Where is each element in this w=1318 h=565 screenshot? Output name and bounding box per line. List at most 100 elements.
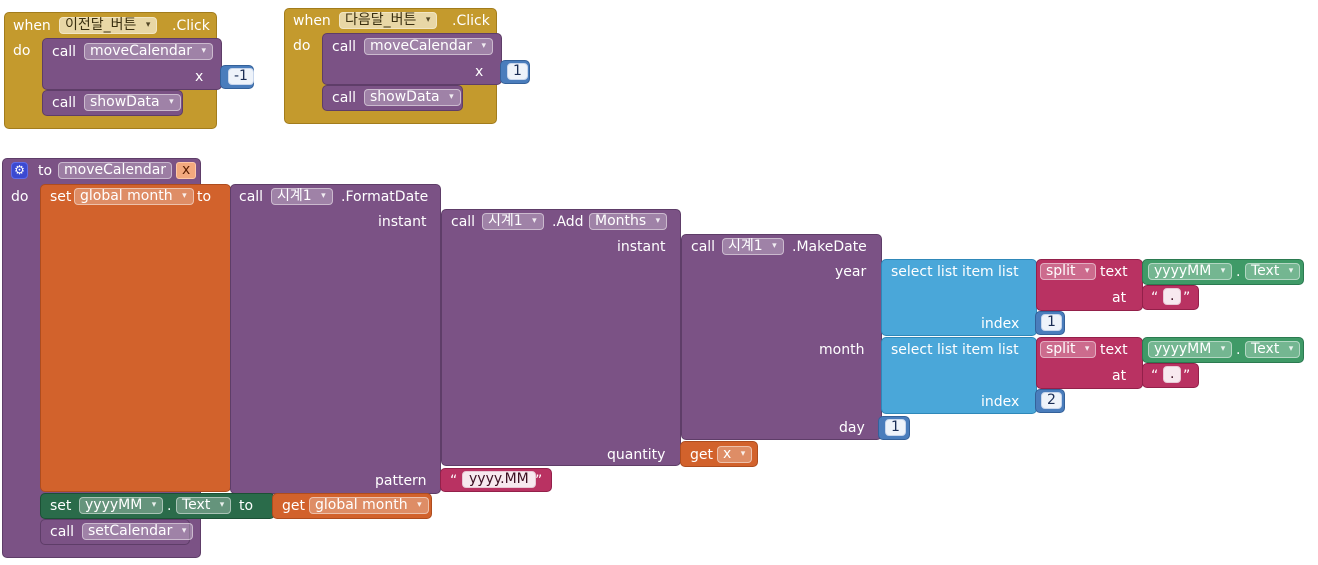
- component-text-getter-block[interactable]: [1142, 259, 1304, 285]
- component-dropdown[interactable]: 다음달_버튼 ▾: [339, 12, 438, 29]
- add-months-block[interactable]: [441, 209, 681, 466]
- property-dropdown[interactable]: Text ▾: [176, 497, 232, 514]
- quote-open: “: [1151, 368, 1159, 384]
- procedure-dropdown[interactable]: showData ▾: [364, 89, 461, 106]
- number-field[interactable]: 1: [1041, 314, 1062, 331]
- procedure-dropdown[interactable]: setCalendar ▾: [82, 523, 194, 540]
- call-label: call: [239, 189, 264, 205]
- pattern-text-field[interactable]: yyyy.MM: [462, 471, 536, 488]
- separator-text-field[interactable]: .: [1163, 288, 1182, 305]
- gear-icon[interactable]: ⚙: [11, 162, 28, 179]
- procedure-name-field[interactable]: moveCalendar: [58, 162, 173, 179]
- component-dropdown[interactable]: 이전달_버튼 ▾: [59, 17, 158, 34]
- do-label: do: [11, 189, 29, 205]
- set-label: set: [50, 189, 72, 205]
- instant-label: instant: [378, 214, 427, 230]
- call-set-calendar-block[interactable]: [40, 519, 190, 545]
- chevron-down-icon: ▾: [1220, 344, 1226, 354]
- variable-dropdown[interactable]: global month ▾: [74, 188, 194, 205]
- procedure-dropdown[interactable]: moveCalendar ▾: [84, 43, 214, 60]
- number-field[interactable]: 2: [1041, 392, 1062, 409]
- split-dropdown[interactable]: split ▾: [1040, 263, 1097, 280]
- method-name: .Add: [552, 214, 584, 230]
- call-label: call: [691, 239, 716, 255]
- procedure-dropdown[interactable]: moveCalendar ▾: [364, 38, 494, 55]
- chevron-down-icon: ▾: [321, 191, 326, 201]
- call-move-calendar-block[interactable]: [42, 38, 222, 90]
- day-label: day: [839, 420, 865, 436]
- select-list-item-block[interactable]: [881, 337, 1037, 414]
- component-dropdown[interactable]: yyyyMM ▾: [79, 497, 164, 514]
- chevron-down-icon: ▾: [740, 449, 746, 459]
- split-text-block[interactable]: [1036, 259, 1143, 311]
- arg-label: x: [195, 69, 204, 85]
- component-dropdown[interactable]: 시계1 ▾: [271, 188, 333, 205]
- index-label: index: [981, 394, 1020, 410]
- call-show-data-block[interactable]: [322, 85, 463, 111]
- call-label: call: [52, 44, 77, 60]
- number-field[interactable]: 1: [885, 419, 906, 436]
- call-label: call: [52, 95, 77, 111]
- call-move-calendar-block[interactable]: [322, 33, 502, 85]
- chevron-down-icon: ▾: [151, 500, 157, 510]
- chevron-down-icon: ▾: [481, 41, 487, 51]
- quote-close: ”: [1183, 290, 1191, 306]
- chevron-down-icon: ▾: [201, 46, 207, 56]
- component-dropdown[interactable]: yyyyMM ▾: [1148, 263, 1233, 280]
- separator-text-field[interactable]: .: [1163, 366, 1182, 383]
- index-label: index: [981, 316, 1020, 332]
- to-label: to: [239, 498, 254, 514]
- event-name: .Click: [172, 18, 210, 34]
- component-dropdown[interactable]: 시계1 ▾: [482, 213, 544, 230]
- parameter-x[interactable]: x: [176, 162, 197, 179]
- month-label: month: [819, 342, 865, 358]
- number-field[interactable]: -1: [228, 68, 254, 85]
- chevron-down-icon: ▾: [449, 92, 454, 102]
- call-show-data-block[interactable]: [42, 90, 183, 116]
- chevron-down-icon: ▾: [772, 241, 777, 251]
- list-label: list: [998, 342, 1019, 358]
- select-label: select list item: [891, 342, 994, 358]
- chevron-down-icon: ▾: [181, 526, 187, 536]
- get-label: get: [282, 498, 305, 514]
- do-label: do: [13, 43, 31, 59]
- component-dropdown[interactable]: yyyyMM ▾: [1148, 341, 1233, 358]
- set-global-month-block[interactable]: [40, 184, 231, 492]
- split-text-block[interactable]: [1036, 337, 1143, 389]
- to-label: to: [197, 189, 212, 205]
- method-name: .MakeDate: [792, 239, 867, 255]
- text-label: text: [1100, 342, 1128, 358]
- chevron-down-icon: ▾: [1084, 344, 1090, 354]
- chevron-down-icon: ▾: [219, 500, 225, 510]
- make-date-block[interactable]: [681, 234, 882, 440]
- chevron-down-icon: ▾: [532, 216, 537, 226]
- quantity-label: quantity: [607, 447, 666, 463]
- call-label: call: [451, 214, 476, 230]
- method-name: .FormatDate: [341, 189, 429, 205]
- component-text-getter-block[interactable]: [1142, 337, 1304, 363]
- property-dropdown[interactable]: Text ▾: [1245, 341, 1301, 358]
- chevron-down-icon: ▾: [145, 20, 151, 30]
- quote-open: “: [450, 473, 458, 489]
- procedure-dropdown[interactable]: showData ▾: [84, 94, 181, 111]
- format-date-block[interactable]: [230, 184, 441, 494]
- unit-dropdown[interactable]: Months ▾: [589, 213, 668, 230]
- event-name: .Click: [452, 13, 490, 29]
- component-dropdown[interactable]: 시계1 ▾: [722, 238, 784, 255]
- to-label: to: [38, 163, 53, 179]
- variable-dropdown[interactable]: x ▾: [717, 446, 753, 463]
- split-dropdown[interactable]: split ▾: [1040, 341, 1097, 358]
- variable-dropdown[interactable]: global month ▾: [309, 497, 429, 514]
- call-label: call: [332, 39, 357, 55]
- text-label: text: [1100, 264, 1128, 280]
- pattern-label: pattern: [375, 473, 427, 489]
- number-field[interactable]: 1: [507, 63, 528, 80]
- instant-label: instant: [617, 239, 666, 255]
- property-dropdown[interactable]: Text ▾: [1245, 263, 1301, 280]
- get-global-month-block[interactable]: [272, 493, 432, 519]
- at-label: at: [1112, 368, 1127, 384]
- set-label: set: [50, 498, 72, 514]
- get-label: get: [690, 447, 713, 463]
- select-label: select list item: [891, 264, 994, 280]
- quote-open: “: [1151, 290, 1159, 306]
